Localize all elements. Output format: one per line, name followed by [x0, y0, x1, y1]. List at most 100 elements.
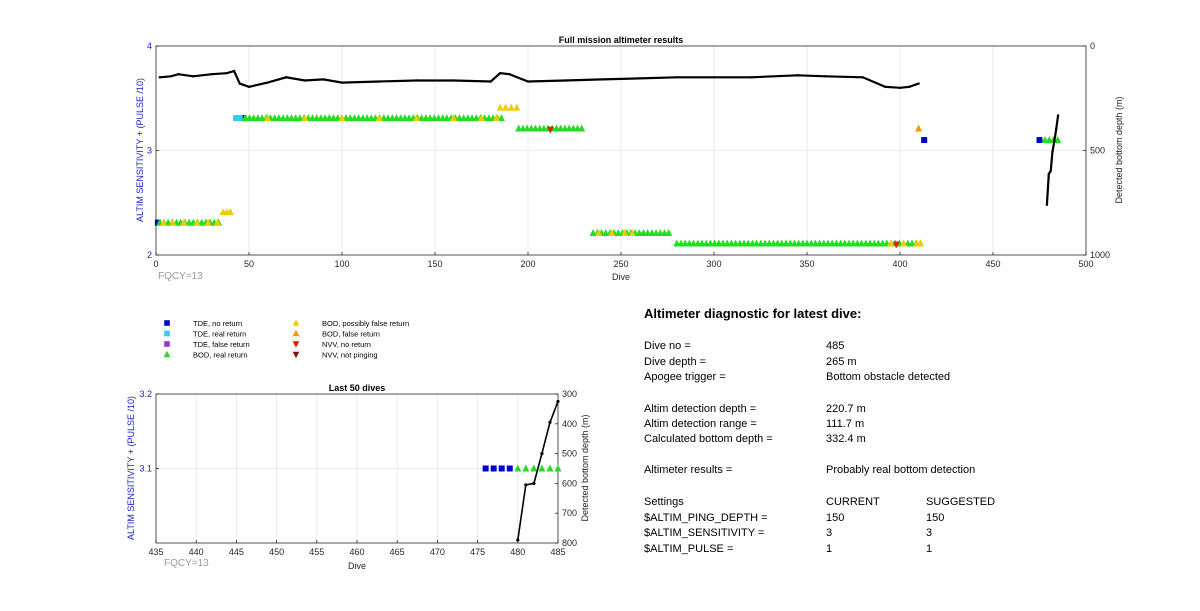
y-tick-label-right: 1000: [1090, 250, 1110, 260]
x-tick-label: 445: [229, 547, 244, 557]
apogee-depth-point: [917, 82, 920, 85]
top-chart-title: Full mission altimeter results: [559, 35, 684, 45]
x-tick-label: 470: [430, 547, 445, 557]
apogee-depth-point: [158, 76, 161, 79]
apogee-depth-point: [712, 76, 716, 79]
nvv-no-return-marker: [546, 126, 554, 134]
x-tick-label: 200: [520, 259, 535, 269]
bod-possibly-false-return-marker: [916, 239, 924, 247]
top-x-axis-label: Dive: [612, 272, 630, 282]
bod-possibly-false-return-marker: [169, 218, 177, 226]
y-tick-label-right: 0: [1090, 41, 1095, 51]
bottom-grid: [156, 394, 558, 543]
bod-real-return-marker: [530, 464, 538, 472]
diag-label: Altim detection range =: [644, 418, 757, 430]
bod-possibly-false-return-marker: [226, 208, 234, 216]
diagnostic-title: Altimeter diagnostic for latest dive:: [644, 306, 862, 321]
bottom-x-ticks: 435 440 445 450 455 460 465 470 475 480 485: [148, 540, 566, 557]
apogee-depth-point: [489, 80, 492, 83]
x-tick-label: 450: [269, 547, 284, 557]
bod-possibly-false-return-marker: [478, 114, 485, 122]
bod-false-return-marker: [915, 124, 923, 132]
bod-possibly-false-return-marker: [628, 229, 636, 237]
x-tick-label: 440: [189, 547, 204, 557]
bod-possibly-false-return-marker: [338, 114, 346, 122]
y-tick-label-left: 2: [147, 250, 152, 260]
x-tick-label: 50: [244, 259, 254, 269]
y-tick-label-left: 3: [147, 146, 152, 156]
bod-possibly-false-return-marker: [180, 218, 188, 226]
bod-possibly-false-return-marker: [608, 229, 616, 237]
apogee-depth-point: [285, 76, 288, 79]
legend-label-tde-false-return: TDE, false return: [193, 340, 250, 349]
tde-no-return-marker: [1036, 137, 1043, 144]
apogee-depth-point: [378, 80, 381, 83]
apogee-depth-point: [675, 76, 678, 79]
setting-suggested: 1: [926, 543, 933, 555]
bottom-fqcy-label: FQCY=13: [164, 558, 209, 569]
y-tick-label-left: 4: [147, 41, 152, 51]
x-tick-label: 150: [427, 259, 442, 269]
apogee-depth-point: [796, 74, 799, 77]
x-tick-label: 400: [892, 259, 907, 269]
nvv-no-return-marker: [892, 241, 900, 249]
y-tick-label-right: 300: [562, 389, 577, 399]
legend-label-nvv-not-pinging: NVV, not pinging: [322, 351, 378, 360]
diag-value: 485: [826, 340, 845, 352]
apogee-depth-point: [883, 85, 887, 88]
apogee-depth-point: [824, 75, 827, 78]
bod-possibly-false-return-marker: [900, 239, 908, 247]
detected-bottom-depth-point: [1055, 127, 1058, 131]
bottom-y-axis-label-right: Detected bottom depth (m): [580, 414, 590, 521]
top-x-ticks: 0 50 100 150 200 250 300 350 400 450 500: [153, 252, 1094, 269]
setting-label: $ALTIM_PULSE =: [644, 543, 734, 555]
bottom-marks: [482, 399, 562, 542]
diag-value: 265 m: [826, 356, 857, 368]
bod-real-return-marker: [538, 464, 546, 472]
detected-bottom-depth-point: [1056, 114, 1060, 117]
bod-real-return-marker: [665, 229, 673, 237]
y-tick-label-right: 700: [562, 508, 577, 518]
detected-bottom-depth-point: [548, 420, 552, 424]
bod-possibly-false-return-marker: [412, 114, 420, 122]
detected-bottom-depth-point: [516, 538, 520, 542]
x-tick-label: 500: [1078, 259, 1093, 269]
bottom-y-axis-label-left: ALTIM SENSITIVITY + (PULSE /10): [126, 396, 136, 540]
detected-bottom-depth-point: [1045, 203, 1049, 207]
diag-label: Dive no =: [644, 340, 691, 352]
tde-no-return-marker: [482, 465, 489, 472]
y-tick-label-right: 600: [562, 478, 577, 488]
bottom-y-ticks-right: 300 400 500 600 700 800: [555, 389, 577, 548]
setting-current: 1: [826, 543, 833, 555]
detected-bottom-depth-point: [540, 452, 544, 456]
diag-label: Dive depth =: [644, 356, 707, 368]
y-tick-label-left: 3.2: [139, 389, 152, 399]
apogee-depth-point: [238, 82, 241, 85]
tde-no-return-marker: [490, 465, 497, 472]
legend-label-bod-real-return: BOD, real return: [193, 351, 248, 360]
apogee-depth-point: [750, 76, 753, 79]
top-y-axis-label-right: Detected bottom depth (m): [1114, 96, 1124, 203]
legend-marker-nvv-not-pinging: [292, 351, 300, 359]
x-tick-label: 485: [550, 547, 565, 557]
x-tick-label: 300: [706, 259, 721, 269]
bottom-chart-title: Last 50 dives: [329, 383, 386, 393]
legend-label-nvv-no-return: NVV, no return: [322, 340, 371, 349]
detected-bottom-depth-point: [1051, 150, 1054, 153]
detected-bottom-depth-point: [1053, 139, 1056, 142]
settings-header-label: Settings: [644, 496, 684, 508]
y-tick-label-right: 400: [562, 419, 577, 429]
apogee-depth-point: [169, 75, 173, 78]
apogee-depth-point: [498, 71, 502, 75]
apogee-depth-point: [177, 73, 180, 76]
bod-possibly-false-return-marker: [204, 218, 212, 226]
legend-marker-bod-possibly-false-return: [292, 319, 300, 326]
x-tick-label: 250: [613, 259, 628, 269]
apogee-depth-point: [192, 75, 195, 78]
legend-marker-nvv-no-return: [292, 341, 300, 348]
apogee-depth-point: [247, 85, 251, 88]
detected-bottom-depth-point: [532, 481, 536, 485]
legend-marker-bod-real-return: [163, 350, 171, 358]
bod-possibly-false-return-marker: [492, 114, 500, 122]
